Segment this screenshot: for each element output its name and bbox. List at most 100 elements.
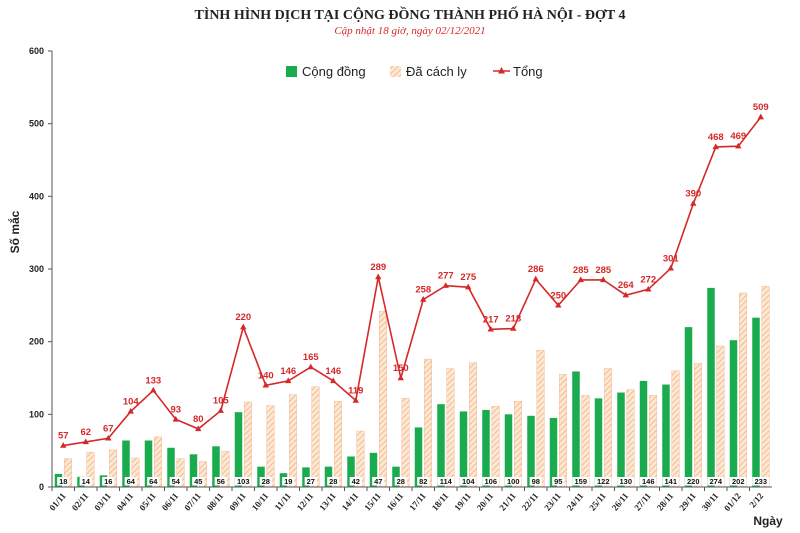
total-value-label: 133: [145, 375, 161, 386]
bar-label-bg: [459, 477, 477, 486]
bar-community: [617, 392, 625, 487]
x-tick-label: 15/11: [362, 490, 383, 512]
bar-label-community: 64: [127, 477, 136, 486]
total-marker: [150, 386, 157, 393]
bar-label-community: 27: [307, 477, 315, 486]
bar-quarantine: [491, 406, 500, 488]
total-marker: [307, 363, 314, 370]
bar-label-community: 19: [284, 477, 292, 486]
bar-quarantine: [694, 363, 702, 488]
total-value-label: 468: [708, 132, 724, 143]
y-tick-label: 0: [39, 482, 44, 492]
total-line: 57 62 67 104 133 93 80 105 220 140 146 165 146 119 289…: [58, 102, 769, 448]
bar-label-community: 141: [664, 477, 677, 486]
total-value-label: 264: [618, 280, 635, 291]
x-tick-label: 06/11: [160, 490, 181, 512]
legend-label-quarantine: Đã cách ly: [406, 64, 467, 79]
x-tick-label: 21/11: [497, 490, 518, 512]
bar-quarantine: [469, 362, 477, 488]
total-marker: [127, 407, 134, 414]
total-marker: [285, 377, 292, 384]
legend-label-total: Tổng: [513, 64, 543, 79]
x-tick-label: 23/11: [542, 490, 563, 512]
x-tick-label: 08/11: [205, 490, 226, 512]
total-marker: [375, 273, 382, 280]
total-value-label: 140: [258, 370, 274, 381]
x-tick-label: 25/11: [587, 490, 608, 512]
bar-quarantine: [289, 394, 297, 488]
total-value-label: 119: [348, 386, 363, 397]
total-value-label: 277: [438, 271, 454, 282]
total-marker: [60, 442, 67, 448]
total-marker: [532, 275, 539, 282]
bar-label-bg: [79, 477, 92, 486]
total-value-label: 390: [685, 189, 701, 200]
x-tick-label: 27/11: [632, 490, 653, 512]
bar-label-bg: [417, 477, 430, 486]
x-tick-label: 16/11: [385, 490, 406, 512]
total-value-label: 62: [80, 427, 91, 438]
x-tick-label: 22/11: [520, 490, 541, 512]
total-marker: [712, 143, 719, 150]
total-marker: [510, 325, 517, 331]
total-marker: [622, 291, 629, 298]
bar-label-community: 16: [104, 477, 112, 486]
total-value-label: 289: [370, 262, 386, 273]
total-marker: [465, 283, 472, 290]
bar-quarantine: [559, 374, 567, 488]
y-axis-label: Số mắc: [7, 210, 22, 253]
x-axis-label: Ngày: [753, 514, 783, 528]
total-value-label: 220: [235, 312, 251, 323]
bar-label-bg: [504, 477, 522, 486]
bar-community: [639, 380, 648, 487]
bar-label-community: 233: [754, 477, 767, 486]
total-value-label: 104: [123, 396, 140, 407]
total-marker: [442, 282, 449, 288]
bar-label-community: 95: [554, 477, 562, 486]
bar-community: [527, 415, 535, 487]
bar-label-community: 28: [329, 477, 337, 486]
bar-label-bg: [102, 477, 115, 486]
total-marker: [397, 374, 404, 381]
total-marker: [420, 296, 427, 302]
bar-label-bg: [234, 477, 252, 486]
bar-label-bg: [529, 477, 542, 486]
bar-label-community: 64: [149, 477, 158, 486]
bar-label-bg: [57, 477, 70, 486]
bar-quarantine: [581, 395, 590, 488]
bar-quarantine: [424, 358, 432, 488]
bars: [54, 286, 770, 488]
total-marker: [555, 301, 562, 308]
total-value-label: 272: [640, 274, 656, 285]
legend-marker-total: [498, 67, 505, 74]
bar-community: [752, 317, 760, 487]
total-value-label: 250: [550, 290, 566, 301]
bar-community: [707, 287, 715, 487]
chart-title: TÌNH HÌNH DỊCH TẠI CỘNG ĐỒNG THÀNH PHỐ H…: [195, 5, 626, 23]
bar-quarantine: [514, 401, 522, 488]
bar-label-bg: [707, 477, 725, 486]
bar-label-bg: [349, 477, 362, 486]
x-tick-label: 12/11: [295, 490, 316, 512]
total-value-label: 509: [753, 102, 769, 113]
bar-quarantine: [536, 350, 545, 488]
total-value-label: 286: [528, 264, 544, 275]
bar-community: [257, 466, 265, 487]
bar-label-community: 42: [352, 477, 360, 486]
x-tick-label: 01/11: [47, 490, 68, 512]
total-value-label: 275: [460, 272, 477, 283]
bar-label-bg: [214, 477, 227, 486]
y-tick-label: 100: [29, 409, 44, 419]
bar-quarantine: [446, 368, 455, 488]
legend-swatch-quarantine: [390, 66, 401, 77]
total-value-label: 285: [573, 265, 590, 276]
total-value-label: 150: [393, 363, 409, 374]
bar-label-community: 100: [507, 477, 520, 486]
x-tick-label: 14/11: [340, 490, 361, 512]
total-marker: [262, 381, 269, 388]
bar-community: [482, 409, 490, 487]
y-tick-label: 500: [29, 119, 44, 129]
y-tick-label: 400: [29, 191, 44, 201]
total-marker: [105, 434, 112, 441]
total-marker: [667, 264, 674, 271]
